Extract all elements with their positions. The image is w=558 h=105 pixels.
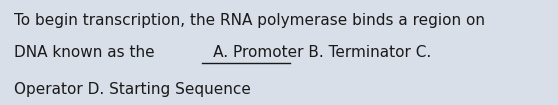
Text: DNA known as the            A. Promoter B. Terminator C.: DNA known as the A. Promoter B. Terminat… xyxy=(14,45,431,60)
Text: DNA known as the _________: DNA known as the _________ xyxy=(14,45,228,61)
Text: Operator D. Starting Sequence: Operator D. Starting Sequence xyxy=(14,82,251,97)
Text: To begin transcription, the RNA polymerase binds a region on: To begin transcription, the RNA polymera… xyxy=(14,13,485,28)
Text: DNA known as the: DNA known as the xyxy=(14,45,160,60)
